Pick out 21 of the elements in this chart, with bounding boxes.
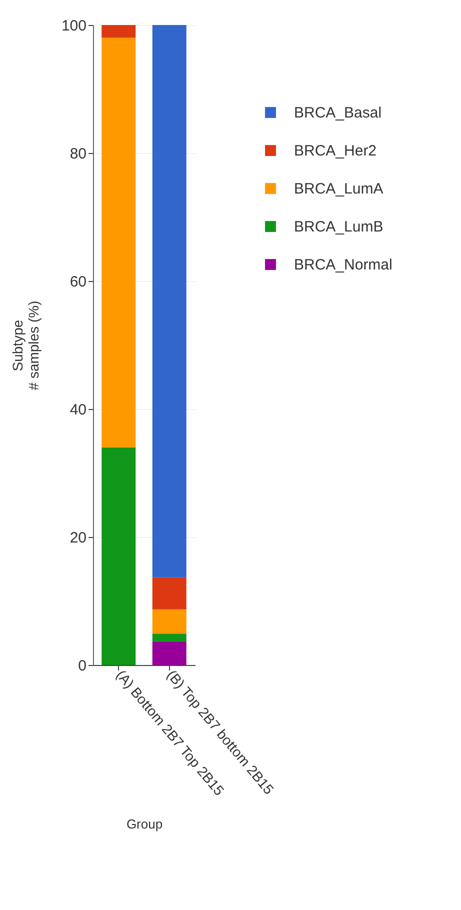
- bar: [152, 634, 186, 642]
- y-tick-label: 80: [70, 146, 86, 162]
- bar: [152, 25, 186, 578]
- legend-label: BRCA_LumB: [294, 218, 384, 236]
- bar: [152, 641, 186, 665]
- legend-label: BRCA_LumA: [294, 180, 384, 198]
- bar: [152, 577, 186, 610]
- x-axis-title: Group: [126, 816, 163, 832]
- bar: [102, 38, 136, 448]
- legend-label: BRCA_Normal: [294, 256, 392, 274]
- bar: [152, 609, 186, 634]
- y-axis-title: Subtype # samples (%): [9, 300, 42, 390]
- bar: [102, 447, 136, 665]
- legend-label: BRCA_Basal: [294, 104, 382, 122]
- legend-label: BRCA_Her2: [294, 142, 377, 160]
- y-tick-label: 60: [70, 274, 86, 290]
- y-tick-label: 0: [78, 658, 86, 674]
- y-tick-label: 20: [70, 530, 86, 546]
- y-tick-label: 100: [61, 18, 86, 34]
- bar: [102, 25, 136, 38]
- y-tick-label: 40: [70, 402, 86, 418]
